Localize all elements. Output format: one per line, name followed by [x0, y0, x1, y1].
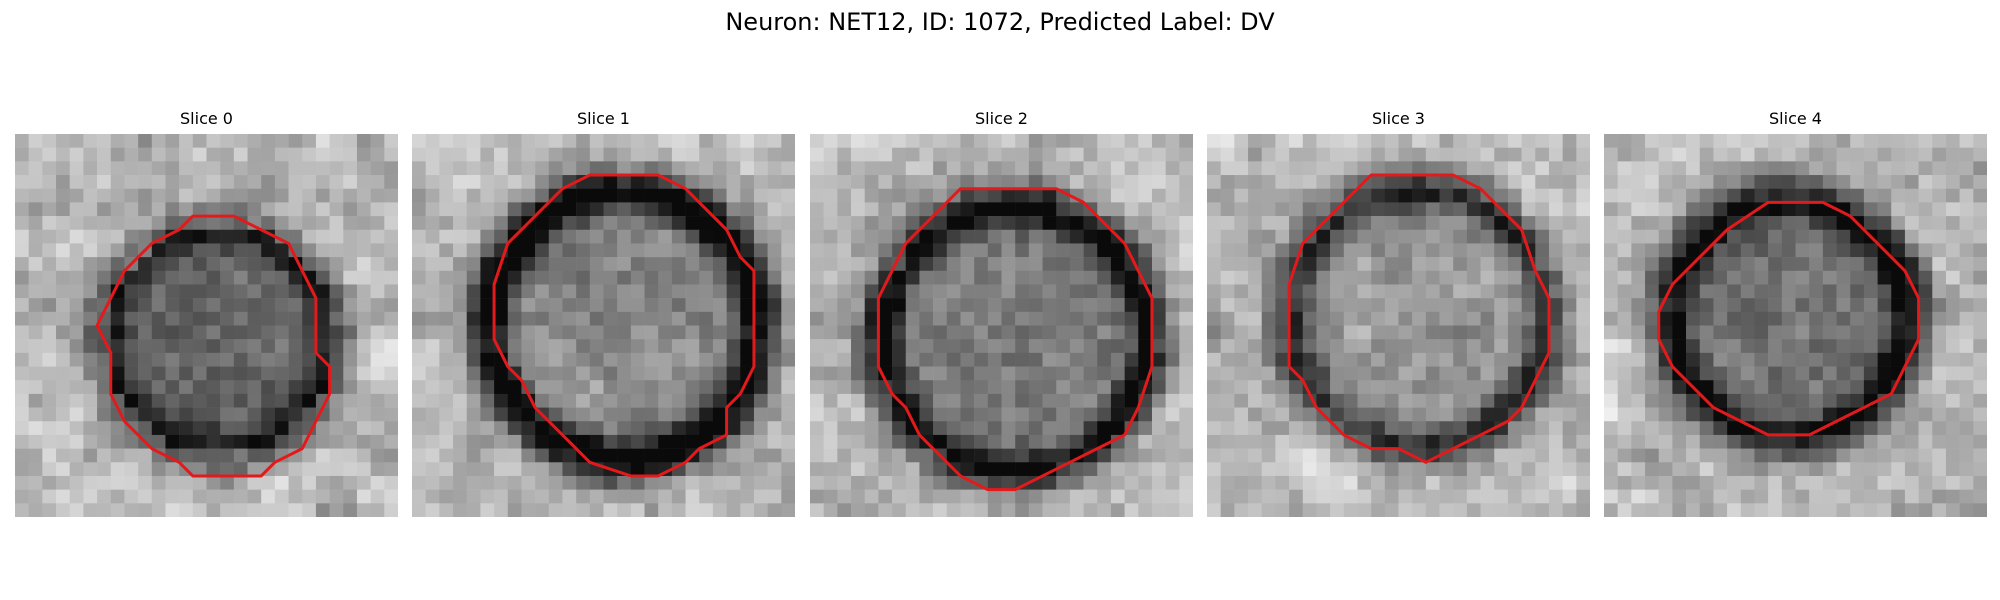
slice-title: Slice 0: [180, 109, 233, 128]
cell-contour: [1657, 200, 1921, 437]
slice-panel-2: Slice 2: [810, 108, 1193, 517]
slice-image: [810, 134, 1193, 517]
slice-image: [15, 134, 398, 517]
slice-title: Slice 1: [577, 109, 630, 128]
slice-panel-1: Slice 1: [412, 108, 795, 517]
cell-contour: [1287, 173, 1551, 464]
cell-contour: [492, 173, 756, 478]
figure-title: Neuron: NET12, ID: 1072, Predicted Label…: [725, 8, 1275, 36]
slice-title: Slice 2: [975, 109, 1028, 128]
slice-image: [412, 134, 795, 517]
slice-image: [1207, 134, 1590, 517]
slice-panel-4: Slice 4: [1604, 108, 1987, 517]
cell-contour: [876, 187, 1154, 492]
slice-panel-0: Slice 0: [15, 108, 398, 517]
slice-title: Slice 3: [1372, 109, 1425, 128]
slice-title: Slice 4: [1769, 109, 1822, 128]
slice-image: [1604, 134, 1987, 517]
cell-contour: [95, 214, 332, 478]
slice-panel-3: Slice 3: [1207, 108, 1590, 517]
